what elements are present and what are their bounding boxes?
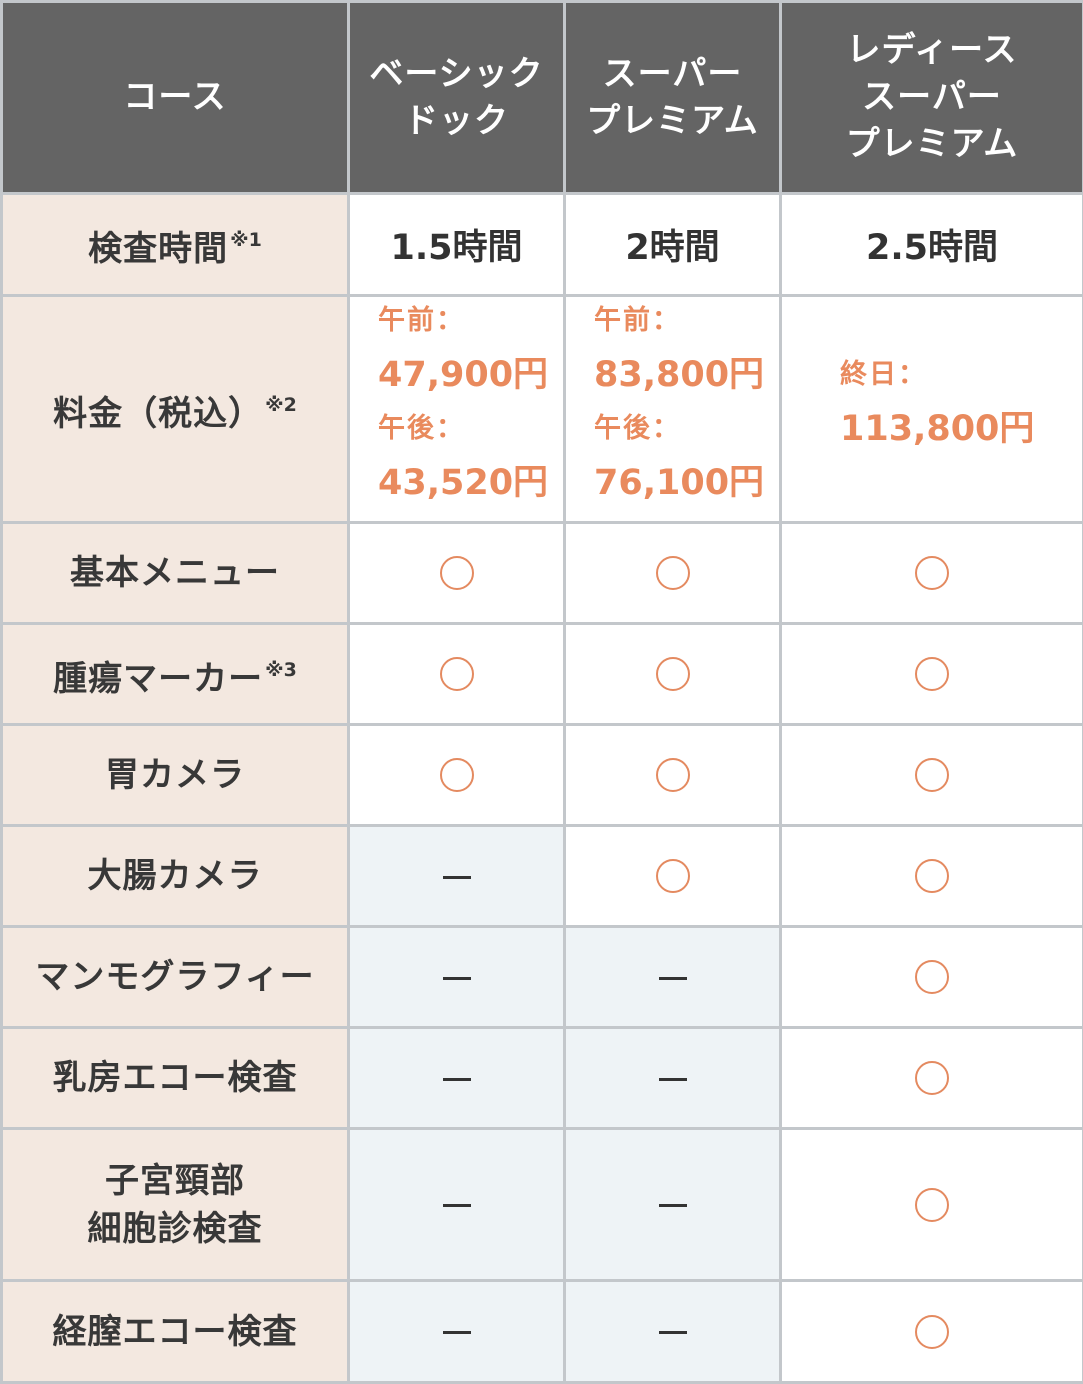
table-row: 乳房エコー検査 <box>2 1028 1083 1129</box>
availability-cell <box>565 1281 781 1383</box>
availability-cell <box>565 725 781 826</box>
availability-cell <box>781 725 1083 826</box>
row-header-tumor-marker: 腫瘍マーカー※3 <box>2 624 349 725</box>
availability-cell <box>349 1129 565 1281</box>
price-row: 料金（税込）※2 午前： 47,900円 午後： 43,520円 午前： 83,… <box>2 296 1083 523</box>
not-available-dash-icon <box>443 1078 471 1081</box>
course-header-ladies: レディース スーパー プレミアム <box>781 2 1083 194</box>
available-circle-icon <box>915 859 949 893</box>
course-header-super: スーパー プレミアム <box>565 2 781 194</box>
row-header-breast-echo: 乳房エコー検査 <box>2 1028 349 1129</box>
row-header-colonoscope: 大腸カメラ <box>2 826 349 927</box>
header-row: コース ベーシック ドック スーパー プレミアム レディース スーパー プレミア… <box>2 2 1083 194</box>
available-circle-icon <box>915 960 949 994</box>
available-circle-icon <box>656 556 690 590</box>
available-circle-icon <box>915 556 949 590</box>
availability-cell <box>349 624 565 725</box>
not-available-dash-icon <box>659 1204 687 1207</box>
available-circle-icon <box>440 657 474 691</box>
price-amount-am: 47,900円 <box>378 341 563 409</box>
availability-cell <box>349 927 565 1028</box>
course-header-basic: ベーシック ドック <box>349 2 565 194</box>
availability-cell <box>781 826 1083 927</box>
price-basic: 午前： 47,900円 午後： 43,520円 <box>349 296 565 523</box>
price-ladies: 終日： 113,800円 <box>781 296 1083 523</box>
availability-cell <box>349 826 565 927</box>
not-available-dash-icon <box>443 876 471 879</box>
availability-cell <box>349 1281 565 1383</box>
available-circle-icon <box>656 758 690 792</box>
price-amount-allday: 113,800円 <box>840 395 1082 463</box>
row-header-price: 料金（税込）※2 <box>2 296 349 523</box>
availability-cell <box>565 624 781 725</box>
price-amount-pm: 43,520円 <box>378 449 563 517</box>
row-header-basic-menu: 基本メニュー <box>2 523 349 624</box>
availability-cell <box>781 1028 1083 1129</box>
availability-cell <box>349 1028 565 1129</box>
available-circle-icon <box>915 758 949 792</box>
available-circle-icon <box>440 758 474 792</box>
not-available-dash-icon <box>659 1078 687 1081</box>
not-available-dash-icon <box>659 977 687 980</box>
exam-time-ladies: 2.5時間 <box>781 194 1083 296</box>
availability-cell <box>565 927 781 1028</box>
availability-cell <box>781 927 1083 1028</box>
row-header-transvaginal-echo: 経膣エコー検査 <box>2 1281 349 1383</box>
table-row: 腫瘍マーカー※3 <box>2 624 1083 725</box>
availability-cell <box>781 1281 1083 1383</box>
table-row: 大腸カメラ <box>2 826 1083 927</box>
available-circle-icon <box>915 657 949 691</box>
availability-cell <box>349 725 565 826</box>
available-circle-icon <box>915 1188 949 1222</box>
available-circle-icon <box>915 1315 949 1349</box>
availability-cell <box>565 1028 781 1129</box>
availability-cell <box>781 1129 1083 1281</box>
available-circle-icon <box>915 1061 949 1095</box>
price-super: 午前： 83,800円 午後： 76,100円 <box>565 296 781 523</box>
available-circle-icon <box>656 859 690 893</box>
row-header-gastroscope: 胃カメラ <box>2 725 349 826</box>
course-label-header: コース <box>2 2 349 194</box>
row-header-mammography: マンモグラフィー <box>2 927 349 1028</box>
not-available-dash-icon <box>443 977 471 980</box>
available-circle-icon <box>440 556 474 590</box>
table-row: マンモグラフィー <box>2 927 1083 1028</box>
exam-time-row: 検査時間※1 1.5時間 2時間 2.5時間 <box>2 194 1083 296</box>
not-available-dash-icon <box>659 1331 687 1334</box>
footnote-marker: ※1 <box>230 229 262 251</box>
availability-cell <box>781 624 1083 725</box>
availability-cell <box>349 523 565 624</box>
table-row: 子宮頸部 細胞診検査 <box>2 1129 1083 1281</box>
exam-time-super: 2時間 <box>565 194 781 296</box>
footnote-marker: ※2 <box>265 394 297 416</box>
row-header-exam-time: 検査時間※1 <box>2 194 349 296</box>
price-amount-pm: 76,100円 <box>594 449 779 517</box>
table-row: 基本メニュー <box>2 523 1083 624</box>
price-label-am: 午前： <box>378 301 563 341</box>
exam-time-basic: 1.5時間 <box>349 194 565 296</box>
price-label-allday: 終日： <box>840 355 1082 395</box>
available-circle-icon <box>656 657 690 691</box>
availability-cell <box>565 826 781 927</box>
price-label-am: 午前： <box>594 301 779 341</box>
price-label-pm: 午後： <box>378 409 563 449</box>
table-row: 経膣エコー検査 <box>2 1281 1083 1383</box>
price-amount-am: 83,800円 <box>594 341 779 409</box>
availability-cell <box>565 523 781 624</box>
footnote-marker: ※3 <box>265 659 297 681</box>
row-header-cervical-cytology: 子宮頸部 細胞診検査 <box>2 1129 349 1281</box>
availability-cell <box>781 523 1083 624</box>
table-row: 胃カメラ <box>2 725 1083 826</box>
availability-cell <box>565 1129 781 1281</box>
price-label-pm: 午後： <box>594 409 779 449</box>
not-available-dash-icon <box>443 1204 471 1207</box>
not-available-dash-icon <box>443 1331 471 1334</box>
